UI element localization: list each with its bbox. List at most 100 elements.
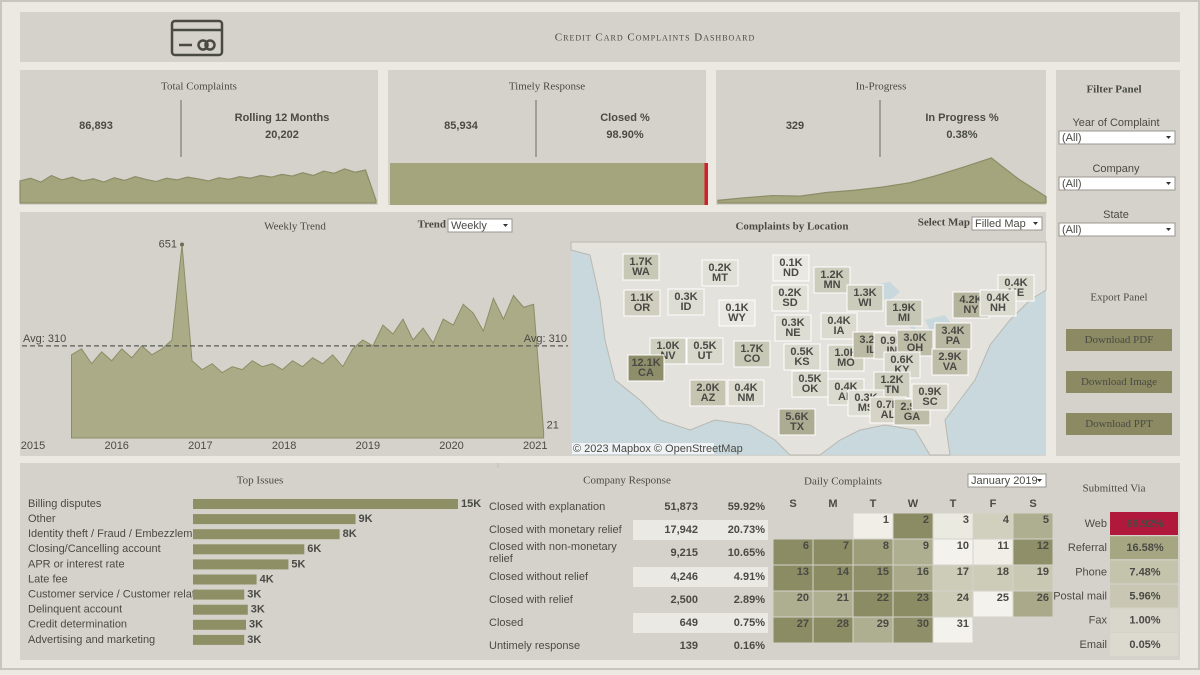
section-title: Submitted Via <box>1083 483 1146 495</box>
filter-label: Company <box>1092 163 1140 175</box>
state-value-label: 1.3K <box>853 287 876 299</box>
state-area <box>846 284 884 312</box>
day-cell <box>813 591 853 617</box>
bar <box>193 574 257 585</box>
state-area <box>771 284 809 312</box>
state-value-label: 0.3K <box>781 317 804 329</box>
value-cell <box>1110 536 1178 560</box>
state-code: NM <box>737 392 754 404</box>
filter-label: State <box>1103 209 1129 221</box>
filter-label: Year of Complaint <box>1072 117 1159 129</box>
row-percent: 20.73% <box>728 524 766 536</box>
dropdown-box <box>1058 222 1176 237</box>
row-count: 9,215 <box>670 547 698 559</box>
dropdown-value: Filled Map <box>975 218 1026 230</box>
value-cell <box>1110 560 1178 584</box>
state-code: OK <box>802 383 819 395</box>
state-code: OH <box>907 342 924 354</box>
category-label: Credit determination <box>28 619 127 631</box>
filter-dropdown[interactable]: (All) <box>1058 222 1176 237</box>
month-dropdown[interactable]: January 2019 <box>967 473 1047 488</box>
progress-bar <box>390 163 705 205</box>
row-label: Closed with monetary relief <box>489 524 622 536</box>
state-value-label: 2.9K <box>938 351 961 363</box>
row-percent: 59.92% <box>728 501 766 513</box>
button-box <box>1066 413 1172 435</box>
bar-value-label: 3K <box>247 589 261 601</box>
section-title: Daily Complaints <box>804 476 882 488</box>
day-number: 8 <box>883 540 889 552</box>
row-label-box: Untimely response <box>489 640 580 652</box>
control-label: Select Map <box>918 217 970 229</box>
row-label-box: Closed with monetary relief <box>489 524 622 536</box>
value-cell <box>1110 512 1178 535</box>
bar-value-label: 3K <box>251 604 265 616</box>
bar <box>193 634 245 645</box>
row-highlight <box>633 567 768 587</box>
x-tick-label: 2015 <box>21 440 45 452</box>
state-value-label: 0.4K <box>734 382 757 394</box>
day-number: 6 <box>803 540 809 552</box>
average-label: Avg: 310 <box>524 333 567 345</box>
sparkline-area <box>19 168 377 204</box>
row-percent: 4.91% <box>734 571 765 583</box>
state-value-label: 0.1K <box>779 257 802 269</box>
state-code: IA <box>834 325 845 337</box>
state-code: KS <box>794 356 809 368</box>
export-button[interactable]: Download Image <box>1066 371 1172 393</box>
section-title: Top Issues <box>237 475 284 487</box>
button-box <box>1066 371 1172 393</box>
state-value-label: 1.0K <box>834 347 857 359</box>
category-label: APR or interest rate <box>28 558 125 570</box>
day-number: 13 <box>797 566 809 578</box>
bar <box>193 619 246 630</box>
dropdown-arrow <box>1166 182 1171 185</box>
filter-dropdown[interactable]: (All) <box>1058 176 1176 191</box>
day-number: 14 <box>837 566 850 578</box>
state-value-label: 12.1K <box>631 357 660 369</box>
state-code: VA <box>943 361 958 373</box>
state-code: AZ <box>701 392 716 404</box>
day-cell <box>933 565 973 591</box>
state-value-label: 0.5K <box>693 340 716 352</box>
dropdown-arrow <box>503 224 508 227</box>
cell-label: 7.48% <box>1129 566 1160 578</box>
state-value-label: 0.5K <box>798 373 821 385</box>
state-code: SD <box>782 297 797 309</box>
data-label: 21 <box>547 420 559 432</box>
kpi-title: Total Complaints <box>161 81 237 93</box>
day-cell <box>933 591 973 617</box>
state-area <box>783 343 821 371</box>
day-number: 9 <box>923 540 929 552</box>
day-cell <box>773 565 813 591</box>
state-value-label: 0.4K <box>827 315 850 327</box>
day-cell <box>933 539 973 565</box>
state-value-label: 0.4K <box>1004 277 1027 289</box>
kpi-sub-value: 98.90% <box>606 129 644 141</box>
category-label: Web <box>1085 518 1107 530</box>
row-label: Closed with explanation <box>489 501 606 513</box>
day-number: 11 <box>997 540 1009 552</box>
category-label: Fax <box>1089 615 1108 627</box>
day-cell <box>813 617 853 643</box>
category-label: Late fee <box>28 573 68 585</box>
filter-dropdown[interactable]: (All) <box>1058 130 1176 145</box>
map-dropdown[interactable]: Filled Map <box>971 216 1043 231</box>
day-cell <box>853 591 893 617</box>
state-value-label: 4.2K <box>959 294 982 306</box>
bar <box>193 544 305 555</box>
state-area <box>701 259 739 287</box>
trend-dropdown[interactable]: Weekly <box>447 218 513 233</box>
category-label: Delinquent account <box>28 604 122 616</box>
state-value-label: 0.1K <box>725 302 748 314</box>
row-label: Closed with non-monetary relief <box>489 541 617 565</box>
day-number: 26 <box>1037 592 1049 604</box>
state-code: MN <box>823 279 840 291</box>
day-number: 7 <box>843 540 849 552</box>
export-button[interactable]: Download PPT <box>1066 413 1172 435</box>
dropdown-box <box>1058 176 1176 191</box>
export-button[interactable]: Download PDF <box>1066 329 1172 351</box>
state-code: NE <box>785 327 800 339</box>
bar-value-label: 3K <box>247 634 261 646</box>
state-value-label: 1.2K <box>820 269 843 281</box>
